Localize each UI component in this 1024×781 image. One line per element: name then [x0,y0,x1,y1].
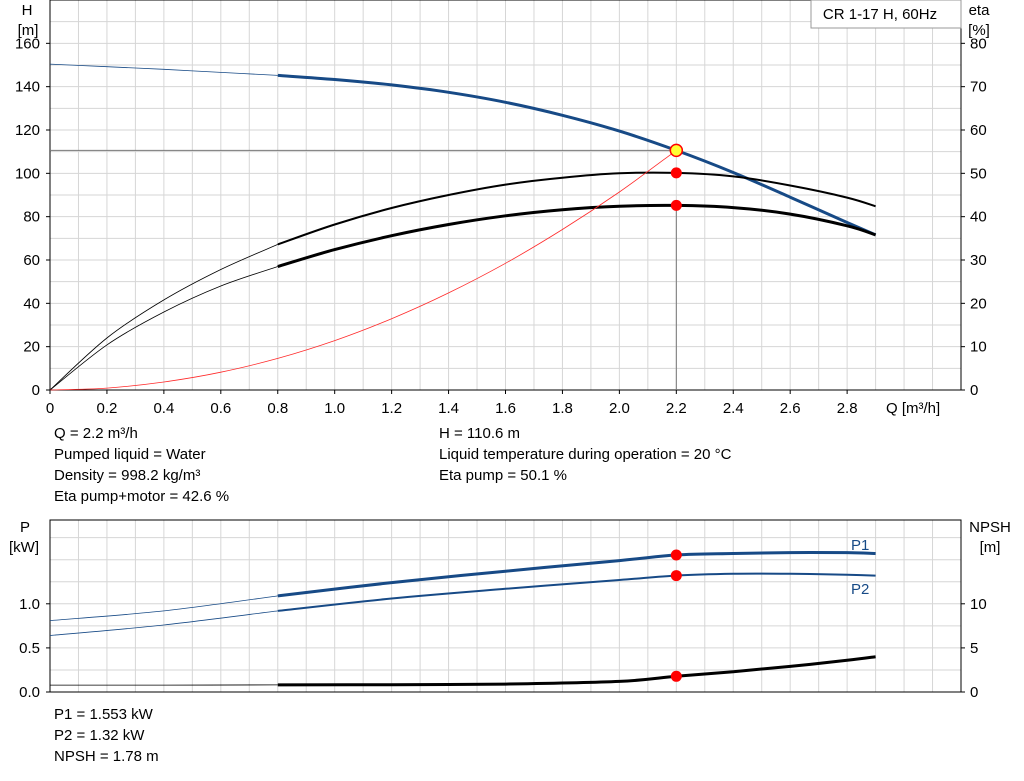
series-0-curve [277,73,877,237]
series-2-curve [277,203,877,268]
info-line: H = 110.6 m [439,425,521,442]
h-axis-label: H [22,2,33,19]
x-tick-label: 0.6 [210,400,231,417]
series-0-curve-extrapolated [49,63,278,76]
y-right-tick-label: 20 [970,295,987,312]
x-tick-label: 2.8 [837,400,858,417]
x-tick-labels: 0 0.2 0.4 0.6 0.8 1.0 1.2 1.4 1.6 1.8 2.0 2.2 2.4 2.6… [46,390,858,417]
performance-chart-grid [50,0,961,390]
y-right-tick-label: 0 [970,684,978,701]
y-left-tick-label: 100 [15,165,40,182]
p-axis-label: P [20,519,30,536]
series-1-curve [277,171,876,246]
y-left-tick-label: 40 [23,295,40,312]
duty-point-marker [669,143,684,158]
info-line: Density = 998.2 kg/m³ [54,467,201,484]
info-bottom: P1 = 1.553 kW P2 = 1.32 kW NPSH = 1.78 m [54,704,159,767]
info-line: Q = 2.2 m³/h [54,425,138,442]
y-right-tick-label: 5 [970,640,978,657]
y-left-tick-label: 0 [32,382,40,399]
y-left-tick-label: 0.0 [19,684,40,701]
x-tick-label: 0.2 [97,400,118,417]
performance-chart: 0 0.2 0.4 0.6 0.8 1.0 1.2 1.4 1.6 1.8 2.0 2.2 2.4 2.6… [15,0,990,417]
y-right-tick-label: 40 [970,209,987,226]
y-left-tick-label: 1.0 [19,596,40,613]
y-right-tick-labels: 0 10 20 30 40 50 60 70 80 [961,35,987,399]
y-right-tick-label: 50 [970,165,987,182]
y-left-tick-label: 120 [15,122,40,139]
x-tick-label: 1.6 [495,400,516,417]
y-left-tick-label: 20 [23,339,40,356]
title-box [810,0,962,29]
info-line: P2 = 1.32 kW [54,727,145,744]
x-tick-label: 1.2 [381,400,402,417]
h-axis-unit: [m] [18,22,39,39]
y-right-tick-label: 30 [970,252,987,269]
x-tick-label: 1.8 [552,400,573,417]
q-axis-label: Q [m³/h] [886,400,940,417]
eta-total-marker [670,199,682,211]
p2-curve [277,572,876,612]
info-top-left: Q = 2.2 m³/h Pumped liquid = Water Densi… [54,423,229,507]
y-left-tick-labels: 0 20 40 60 80 100 120 140 160 [15,35,50,399]
x-tick-label: 2.2 [666,400,687,417]
npsh-axis-unit: [m] [980,539,1001,556]
y-left-tick-label: 140 [15,79,40,96]
p2-curve-extrapolated [49,610,278,636]
p-tick-labels: 0.0 0.5 1.0 [19,596,50,701]
y-left-tick-label: 160 [15,35,40,52]
eta-axis-label: eta [969,2,991,19]
info-line: Eta pump+motor = 42.6 % [54,488,230,505]
power-npsh-chart-curves [49,549,876,687]
p2-marker [670,570,682,582]
p-axis-unit: [kW] [9,539,39,556]
npsh-tick-labels: 0 5 10 [961,596,987,701]
power-npsh-chart: 0.0 0.5 1.0 0 5 10 P [kW] NPSH [m] P1 P2 [9,519,1011,701]
eta-pump-marker [670,167,682,179]
power-npsh-chart-frame [49,519,962,693]
y-left-tick-label: 0.5 [19,640,40,657]
x-tick-label: 2.0 [609,400,630,417]
series-3-curve-extrapolated [49,150,677,391]
x-tick-label: 0.8 [267,400,288,417]
npsh-axis-label: NPSH [969,519,1011,536]
p1-marker [670,549,682,561]
y-right-tick-label: 10 [970,596,987,613]
x-tick-label: 1.0 [324,400,345,417]
x-tick-label: 2.4 [723,400,744,417]
y-right-tick-label: 60 [970,122,987,139]
x-tick-label: 0.4 [153,400,174,417]
performance-chart-curves [49,63,877,391]
info-line: P1 = 1.553 kW [54,706,153,723]
y-right-tick-label: 0 [970,382,978,399]
p1-series-label: P1 [851,537,869,554]
info-line: Liquid temperature during operation = 20… [439,446,732,463]
x-tick-label: 0 [46,400,54,417]
info-line: Pumped liquid = Water [54,446,206,463]
info-line: NPSH = 1.78 m [54,748,159,765]
p1-curve-extrapolated [49,595,278,621]
info-line: Eta pump = 50.1 % [439,467,567,484]
npsh-marker [670,670,682,682]
x-tick-label: 2.6 [780,400,801,417]
y-left-tick-label: 80 [23,209,40,226]
eta-axis-unit: [%] [968,22,990,39]
power-npsh-chart-grid [50,520,961,692]
series-1-curve-extrapolated [49,244,278,391]
chart-title: CR 1-17 H, 60Hz [823,6,937,23]
x-tick-label: 1.4 [438,400,459,417]
series-2-curve [277,655,876,687]
p2-series-label: P2 [851,581,869,598]
info-top-right: H = 110.6 m Liquid temperature during op… [439,423,731,486]
series-2-curve-extrapolated [49,266,278,391]
y-right-tick-label: 80 [970,35,987,52]
y-right-tick-label: 10 [970,339,987,356]
y-right-tick-label: 70 [970,79,987,96]
y-left-tick-label: 60 [23,252,40,269]
p1-curve [277,551,876,598]
